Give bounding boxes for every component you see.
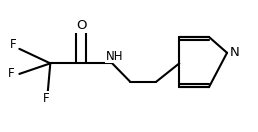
Text: F: F: [8, 67, 15, 80]
Text: F: F: [43, 92, 50, 105]
Text: NH: NH: [106, 50, 124, 63]
Text: F: F: [10, 38, 16, 51]
Text: O: O: [76, 19, 86, 32]
Text: N: N: [230, 46, 240, 59]
